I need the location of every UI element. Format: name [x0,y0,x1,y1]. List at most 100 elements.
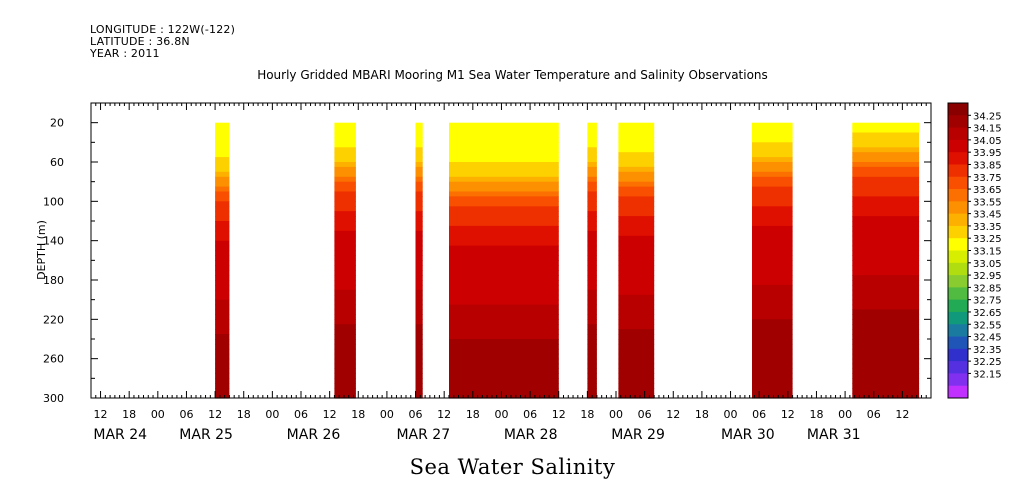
salinity-cell [618,319,655,325]
salinity-cell [618,122,655,129]
salinity-cell [752,334,793,340]
salinity-cell [852,270,920,276]
salinity-cell [587,235,597,242]
salinity-cell [334,334,356,340]
salinity-cell [618,196,655,202]
salinity-cell [587,289,597,296]
x-tick-label: 12 [895,408,909,421]
latitude-label: LATITUDE : 36.8N [90,35,190,48]
salinity-cell [334,270,356,276]
salinity-cell [334,358,356,365]
salinity-cell [587,250,597,256]
salinity-cell [449,299,559,306]
salinity-cell [449,221,559,227]
salinity-cell [618,181,655,188]
salinity-cell [852,275,920,281]
salinity-cell [334,348,356,355]
salinity-cell [752,284,793,291]
colorbar-swatch [948,311,968,325]
salinity-cell [752,250,793,256]
salinity-cell [449,162,559,168]
salinity-cell [618,373,655,379]
salinity-cell [215,127,230,134]
x-tick-label: 18 [809,408,823,421]
salinity-cell [334,221,356,227]
salinity-cell [415,255,423,261]
salinity-cell [587,304,597,311]
salinity-cell [752,211,793,217]
salinity-cell [587,211,597,217]
salinity-cell [449,348,559,355]
salinity-cell [852,388,920,394]
salinity-cell [215,358,230,365]
salinity-cell [449,142,559,148]
salinity-cell [449,378,559,384]
salinity-cell [752,339,793,345]
salinity-cell [449,201,559,207]
salinity-cell [852,157,920,163]
salinity-cell [415,373,423,379]
salinity-cell [587,162,597,168]
colorbar-swatch [948,262,968,276]
salinity-cell [852,334,920,340]
salinity-cell [215,343,230,350]
salinity-cell [334,211,356,217]
x-axis: 12 18 00 06 12 18 00 06 12 18 00 06 12 18 00 06 12 18 00 06… [93,408,909,443]
salinity-cell [334,339,356,345]
salinity-cell [415,334,423,340]
salinity-cell [752,157,793,163]
salinity-cell [752,216,793,222]
salinity-cell [215,294,230,301]
salinity-cell [334,176,356,183]
salinity-cell [618,186,655,193]
salinity-cell [334,157,356,163]
salinity-cell [752,235,793,242]
salinity-cell [449,230,559,237]
salinity-cell [449,171,559,178]
salinity-cell [752,383,793,389]
salinity-cell [415,280,423,286]
salinity-cell [415,304,423,311]
x-tick-label: 00 [265,408,279,421]
salinity-cell [852,186,920,193]
salinity-cell [752,245,793,252]
salinity-cell [752,358,793,365]
salinity-cell [334,304,356,311]
salinity-cell [587,255,597,261]
x-tick-label: 18 [695,408,709,421]
salinity-cell [415,206,423,212]
salinity-cell [334,245,356,252]
salinity-cell [215,122,230,129]
colorbar-label: 33.45 [973,210,1002,221]
salinity-cell [752,289,793,296]
x-tick-label: 12 [323,408,337,421]
salinity-cell [449,294,559,301]
colorbar-label: 32.85 [973,283,1002,294]
salinity-cell [852,191,920,197]
salinity-cell [618,162,655,168]
salinity-cell [852,284,920,291]
salinity-cell [852,383,920,389]
colorbar-label: 34.15 [973,124,1002,135]
salinity-cell [587,348,597,355]
salinity-cell [752,152,793,158]
salinity-cell [587,260,597,266]
salinity-cell [449,314,559,320]
salinity-cell [618,393,655,399]
x-tick-label: 12 [208,408,222,421]
salinity-cell [415,368,423,374]
salinity-cell [415,176,423,183]
salinity-cell [618,235,655,242]
variable-title-text: Sea Water Salinity [409,455,616,479]
salinity-cell [215,216,230,222]
salinity-cell [852,255,920,261]
salinity-cell [618,363,655,370]
salinity-cell [415,294,423,301]
salinity-cell [215,329,230,335]
salinity-cell [587,343,597,350]
salinity-cell [334,196,356,202]
salinity-cell [618,245,655,252]
y-axis-title: DEPTH (m) [35,220,48,280]
salinity-cell [449,358,559,365]
salinity-cell [752,122,793,129]
